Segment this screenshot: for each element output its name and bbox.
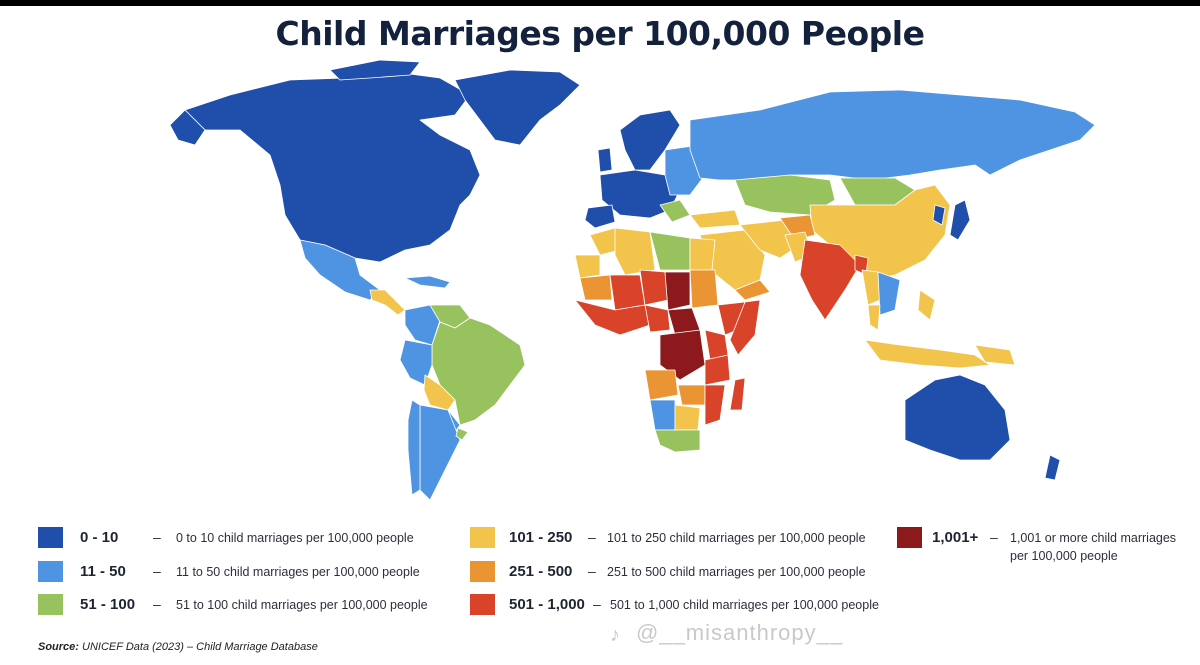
legend-range-251-500: 251 - 500 <box>509 563 573 580</box>
legend-desc-51-100: 51 to 100 child marriages per 100,000 pe… <box>176 598 428 612</box>
legend-desc-1001-plus: 1,001 or more child marriages per 100,00… <box>1010 531 1177 563</box>
top-bar <box>0 0 1200 6</box>
region-myanmar <box>861 269 881 306</box>
region-west-sahara <box>574 254 601 279</box>
region-somalia <box>729 299 761 356</box>
region-chad <box>664 271 691 311</box>
legend-desc-501-1000: 501 to 1,000 child marriages per 100,000… <box>610 598 879 612</box>
region-indochina <box>877 271 901 316</box>
region-namibia <box>649 399 676 431</box>
region-mali <box>609 274 646 311</box>
region-indonesia <box>864 339 991 369</box>
legend-desc-0-10: 0 to 10 child marriages per 100,000 peop… <box>176 531 414 545</box>
region-libya <box>649 231 691 271</box>
legend-swatch-11-50 <box>38 561 63 582</box>
region-mauritania <box>579 274 613 301</box>
map-title: Child Marriages per 100,000 People <box>275 14 925 53</box>
region-tanzania <box>704 354 731 386</box>
legend-range-11-50: 11 - 50 <box>80 563 126 580</box>
legend-dash: – <box>153 596 161 612</box>
source-note: Source: UNICEF Data (2023) – Child Marri… <box>38 641 318 653</box>
region-nigeria <box>644 304 671 333</box>
region-mozambique <box>704 384 726 426</box>
legend-swatch-501-1000 <box>470 594 495 615</box>
region-alaska <box>169 109 206 146</box>
region-zambia <box>677 384 706 406</box>
region-botswana <box>674 404 701 431</box>
region-papua <box>974 344 1016 366</box>
region-australia <box>904 374 1011 461</box>
legend-dash: – <box>153 563 161 579</box>
region-uruguay <box>455 427 469 441</box>
region-korea <box>932 204 946 226</box>
legend-swatch-251-500 <box>470 561 495 582</box>
region-uk <box>597 147 613 173</box>
region-india <box>799 239 861 321</box>
legend-dash: – <box>588 529 596 545</box>
region-niger <box>639 269 669 306</box>
legend-swatch-51-100 <box>38 594 63 615</box>
legend-range-51-100: 51 - 100 <box>80 596 136 613</box>
region-new-zealand <box>1044 454 1061 481</box>
region-turkey <box>689 209 741 229</box>
region-russia <box>689 89 1096 181</box>
world-map <box>169 59 1096 501</box>
source-label: Source: <box>38 641 79 653</box>
region-north-america <box>184 71 481 263</box>
region-chile <box>407 399 421 496</box>
region-sudan <box>689 269 719 309</box>
region-egypt <box>689 237 716 271</box>
watermark: @__misanthropy__ <box>636 620 844 645</box>
legend-desc-11-50: 11 to 50 child marriages per 100,000 peo… <box>176 565 420 579</box>
region-drc <box>659 329 706 381</box>
legend-swatch-101-250 <box>470 527 495 548</box>
legend-range-501-1000: 501 - 1,000 <box>509 596 585 613</box>
region-philippines <box>917 289 936 321</box>
region-arctic-islands <box>329 59 421 81</box>
region-greenland <box>454 69 581 146</box>
region-caribbean <box>404 275 451 289</box>
legend-dash: – <box>153 529 161 545</box>
legend-desc-251-500: 251 to 500 child marriages per 100,000 p… <box>607 565 866 579</box>
region-south-africa <box>654 429 701 453</box>
region-central-america <box>369 289 406 316</box>
legend-swatch-1001-plus <box>897 527 922 548</box>
source-text: UNICEF Data (2023) – Child Marriage Data… <box>82 641 318 653</box>
region-algeria <box>614 227 656 276</box>
region-yemen <box>734 279 771 301</box>
legend-dash: – <box>990 529 998 545</box>
region-iberia <box>584 204 616 229</box>
legend-dash: – <box>593 596 601 612</box>
region-brazil <box>431 317 526 426</box>
legend-range-1001-plus: 1,001+ <box>932 529 979 546</box>
region-iran <box>739 219 801 259</box>
region-madagascar <box>729 377 746 411</box>
region-angola <box>644 369 679 401</box>
legend-swatch-0-10 <box>38 527 63 548</box>
legend-dash: – <box>588 563 596 579</box>
legend-desc-101-250: 101 to 250 child marriages per 100,000 p… <box>607 531 866 545</box>
region-japan <box>949 199 971 241</box>
legend-range-101-250: 101 - 250 <box>509 529 573 546</box>
region-afghanistan <box>779 214 816 241</box>
region-thailand <box>867 304 881 331</box>
tiktok-icon: ♪ <box>610 624 620 646</box>
legend-range-0-10: 0 - 10 <box>80 529 119 546</box>
